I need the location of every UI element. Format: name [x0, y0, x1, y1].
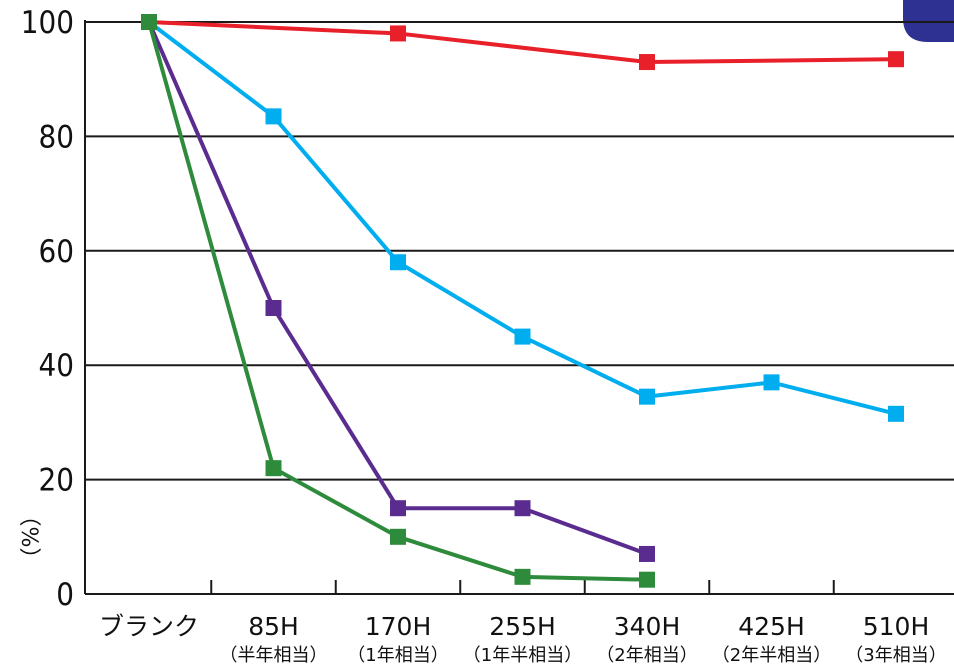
data-point-marker: [639, 571, 655, 588]
gridlines: [85, 21, 954, 481]
data-point-marker: [265, 300, 282, 316]
x-tick-label: 510H: [863, 612, 930, 641]
x-tick-label: 340H: [614, 612, 681, 641]
series-line: [147, 20, 898, 416]
data-point-marker: [390, 500, 406, 517]
x-tick-sublabel: （2年半相当）: [712, 645, 831, 665]
data-point-marker: [265, 460, 282, 477]
x-tick-label: 255H: [489, 612, 556, 641]
data-point-marker: [514, 568, 531, 585]
y-axis-unit-label: （%）: [16, 505, 41, 570]
y-tick-label: 60: [39, 234, 74, 270]
y-tick-label: 40: [39, 348, 74, 384]
data-point-marker: [390, 254, 406, 271]
x-tick-sublabel: （1年半相当）: [463, 645, 582, 665]
y-tick-label: 20: [39, 463, 74, 499]
y-tick-label: 0: [56, 577, 74, 613]
x-axis: [85, 580, 954, 595]
data-point-marker: [514, 500, 531, 517]
data-point-marker: [390, 528, 406, 545]
x-tick-sublabel: （2年相当）: [596, 645, 697, 665]
series-group: [141, 14, 904, 588]
data-point-marker: [639, 545, 655, 562]
data-point-marker: [514, 328, 531, 345]
x-tick-sublabel: （1年相当）: [347, 645, 448, 665]
x-tick-label: ブランク: [99, 612, 199, 641]
y-tick-label: 100: [21, 5, 74, 41]
data-point-marker: [763, 374, 780, 391]
tick-labels: 0 20 40 60 80 100 （%） ブランク 85H （半年相当） 170H （1年相当） 25…: [16, 5, 947, 665]
data-point-marker: [888, 51, 904, 68]
data-point-marker: [639, 54, 655, 71]
data-point-marker: [265, 108, 282, 125]
data-point-marker: [390, 25, 406, 42]
data-point-marker: [888, 405, 904, 422]
x-tick-label: 425H: [738, 612, 805, 641]
series-line: [147, 20, 898, 65]
data-point-marker: [141, 14, 157, 30]
x-tick-label: 85H: [248, 612, 299, 641]
data-point-marker: [639, 388, 655, 405]
y-tick-label: 80: [39, 119, 74, 155]
series-line: [147, 20, 649, 582]
x-tick-sublabel: （3年相当）: [845, 645, 946, 665]
x-tick-label: 170H: [365, 612, 432, 641]
x-tick-sublabel: （半年相当）: [220, 645, 328, 665]
